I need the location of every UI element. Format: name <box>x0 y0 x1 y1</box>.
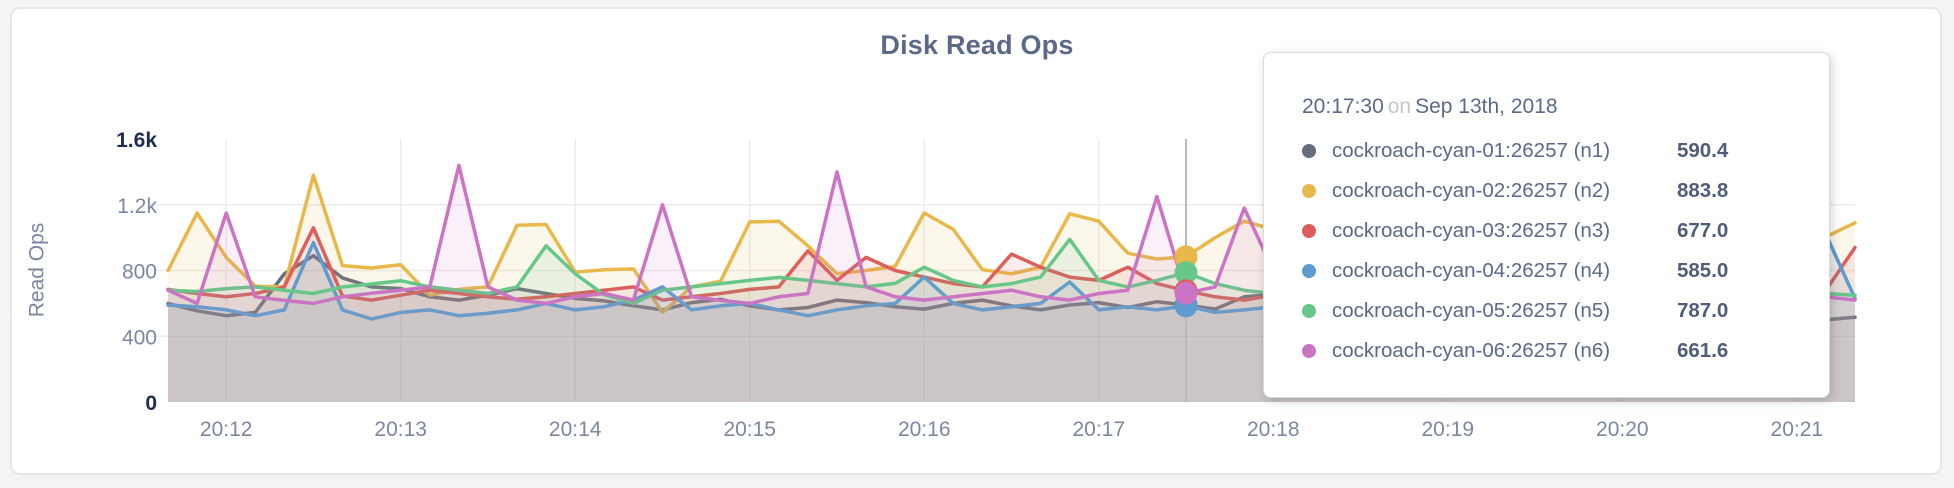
series-color-dot <box>1302 344 1316 358</box>
tooltip-time: 20:17:30 <box>1302 95 1384 118</box>
x-axis-tick-label: 20:14 <box>549 418 602 441</box>
hover-dot <box>1174 281 1198 305</box>
series-label: cockroach-cyan-03:26257 (n3) <box>1332 219 1611 242</box>
x-axis-tick-label: 20:19 <box>1422 418 1475 441</box>
series-label: cockroach-cyan-02:26257 (n2) <box>1332 179 1611 202</box>
x-axis-tick-label: 20:15 <box>723 418 776 441</box>
series-color-dot <box>1302 224 1316 238</box>
x-axis-tick-label: 20:12 <box>200 418 253 441</box>
y-axis-tick-label: 800 <box>122 261 157 284</box>
series-label: cockroach-cyan-04:26257 (n4) <box>1332 259 1611 282</box>
x-axis-tick-label: 20:21 <box>1771 418 1824 441</box>
hover-dot <box>1174 261 1198 285</box>
tooltip-row: cockroach-cyan-03:26257 (n3) 677.0 <box>1302 211 1829 251</box>
series-label: cockroach-cyan-01:26257 (n1) <box>1332 139 1611 162</box>
series-color-dot <box>1302 144 1316 158</box>
series-value: 677.0 <box>1677 219 1729 242</box>
tooltip-row: cockroach-cyan-04:26257 (n4) 585.0 <box>1302 251 1829 291</box>
series-color-dot <box>1302 304 1316 318</box>
x-axis-tick-label: 20:18 <box>1247 418 1300 441</box>
tooltip-row: cockroach-cyan-02:26257 (n2) 883.8 <box>1302 171 1829 211</box>
series-value: 661.6 <box>1677 339 1729 362</box>
chart-title: Disk Read Ops <box>880 30 1074 60</box>
hover-dot <box>1174 245 1198 269</box>
x-axis-tick-label: 20:13 <box>374 418 427 441</box>
tooltip-row: cockroach-cyan-05:26257 (n5) 787.0 <box>1302 291 1829 331</box>
series-value: 585.0 <box>1677 259 1729 282</box>
x-axis-tick-label: 20:16 <box>898 418 951 441</box>
y-axis-tick-label: 1.2k <box>117 195 157 218</box>
tooltip-row: cockroach-cyan-01:26257 (n1) 590.4 <box>1302 131 1829 171</box>
y-axis-tick-label: 400 <box>122 326 157 349</box>
chart-tooltip: 20:17:30 on Sep 13th, 2018 cockroach-cyan-… <box>1263 52 1830 398</box>
series-value: 590.4 <box>1677 139 1729 162</box>
x-axis-tick-label: 20:17 <box>1072 418 1125 441</box>
tooltip-date: Sep 13th, 2018 <box>1415 95 1558 118</box>
series-value: 883.8 <box>1677 179 1729 202</box>
series-color-dot <box>1302 264 1316 278</box>
y-axis-tick-label: 0 <box>145 392 157 415</box>
series-value: 787.0 <box>1677 299 1729 322</box>
tooltip-legend: cockroach-cyan-01:26257 (n1) 590.4 cockroa… <box>1302 131 1829 371</box>
series-label: cockroach-cyan-06:26257 (n6) <box>1332 339 1611 362</box>
tooltip-header: 20:17:30 on Sep 13th, 2018 <box>1302 93 1829 121</box>
series-color-dot <box>1302 184 1316 198</box>
series-label: cockroach-cyan-05:26257 (n5) <box>1332 299 1611 322</box>
tooltip-on-text: on <box>1387 95 1412 118</box>
x-axis-tick-label: 20:20 <box>1596 418 1649 441</box>
y-axis-tick-label: 1.6k <box>116 129 157 152</box>
tooltip-row: cockroach-cyan-06:26257 (n6) 661.6 <box>1302 331 1829 371</box>
